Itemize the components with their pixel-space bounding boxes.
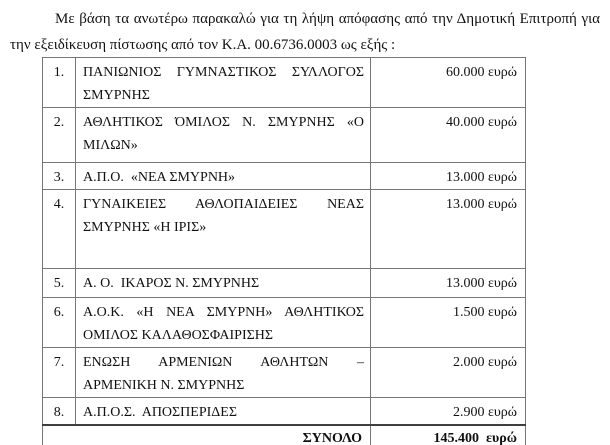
table-row: 7. ΕΝΩΣΗ ΑΡΜΕΝΙΩΝ ΑΘΛΗΤΩΝ – ΑΡΜΕΝΙΚΗ Ν. … xyxy=(42,347,526,398)
total-row: ΣΥΝΟΛΟ 145.400 ευρώ xyxy=(42,424,526,445)
table-row: 4. ΓΥΝΑΙΚΕΙΕΣ ΑΘΛΟΠΑΙΔΕΙΕΣ ΝΕΑΣ ΣΜΥΡΝΗΣ … xyxy=(42,189,526,269)
amount: 60.000 ευρώ xyxy=(370,57,526,108)
amount: 40.000 ευρώ xyxy=(370,107,526,163)
total-label: ΣΥΝΟΛΟ xyxy=(42,424,371,445)
table-row: 2. ΑΘΛΗΤΙΚΟΣ ΌΜΙΛΟΣ Ν. ΣΜΥΡΝΗΣ «Ο ΜΙΛΩΝ»… xyxy=(42,107,526,163)
club-name: ΑΘΛΗΤΙΚΟΣ ΌΜΙΛΟΣ Ν. ΣΜΥΡΝΗΣ «Ο ΜΙΛΩΝ» xyxy=(75,107,371,163)
amount: 13.000 ευρώ xyxy=(370,189,526,269)
row-number: 8. xyxy=(42,397,76,426)
club-name: ΓΥΝΑΙΚΕΙΕΣ ΑΘΛΟΠΑΙΔΕΙΕΣ ΝΕΑΣ ΣΜΥΡΝΗΣ «Η … xyxy=(75,189,371,269)
club-name: Α.Π.Ο.Σ. ΑΠΟΣΠΕΡΙΔΕΣ xyxy=(75,397,371,426)
club-name: ΠΑΝΙΩΝΙΟΣ ΓΥΜΝΑΣΤΙΚΟΣ ΣΥΛΛΟΓΟΣ ΣΜΥΡΝΗΣ xyxy=(75,57,371,108)
amount: 13.000 ευρώ xyxy=(370,162,526,190)
club-name: Α.Π.Ο. «ΝΕΑ ΣΜΥΡΝΗ» xyxy=(75,162,371,190)
table-row: 6. Α.Ο.Κ. «Η ΝΕΑ ΣΜΥΡΝΗ» ΑΘΛΗΤΙΚΟΣ ΟΜΙΛΟ… xyxy=(42,297,526,348)
row-number: 2. xyxy=(42,107,76,163)
club-name: Α. Ο. ΙΚΑΡΟΣ Ν. ΣΜΥΡΝΗΣ xyxy=(75,268,371,298)
intro-paragraph: Με βάση τα ανωτέρω παρακαλώ για τη λήψη … xyxy=(10,11,600,53)
row-number: 5. xyxy=(42,268,76,298)
amount: 13.000 ευρώ xyxy=(370,268,526,298)
club-name: ΕΝΩΣΗ ΑΡΜΕΝΙΩΝ ΑΘΛΗΤΩΝ – ΑΡΜΕΝΙΚΗ Ν. ΣΜΥ… xyxy=(75,347,371,398)
total-amount: 145.400 ευρώ xyxy=(370,424,526,445)
amount: 2.000 ευρώ xyxy=(370,347,526,398)
table-row: 1. ΠΑΝΙΩΝΙΟΣ ΓΥΜΝΑΣΤΙΚΟΣ ΣΥΛΛΟΓΟΣ ΣΜΥΡΝΗ… xyxy=(42,57,526,108)
row-number: 4. xyxy=(42,189,76,269)
table-row: 5. Α. Ο. ΙΚΑΡΟΣ Ν. ΣΜΥΡΝΗΣ 13.000 ευρώ xyxy=(42,268,526,298)
row-number: 7. xyxy=(42,347,76,398)
amount: 2.900 ευρώ xyxy=(370,397,526,426)
club-name: Α.Ο.Κ. «Η ΝΕΑ ΣΜΥΡΝΗ» ΑΘΛΗΤΙΚΟΣ ΟΜΙΛΟΣ Κ… xyxy=(75,297,371,348)
row-number: 6. xyxy=(42,297,76,348)
amount: 1.500 ευρώ xyxy=(370,297,526,348)
row-number: 1. xyxy=(42,57,76,108)
table-row: 8. Α.Π.Ο.Σ. ΑΠΟΣΠΕΡΙΔΕΣ 2.900 ευρώ xyxy=(42,397,526,426)
funding-table: 1. ΠΑΝΙΩΝΙΟΣ ΓΥΜΝΑΣΤΙΚΟΣ ΣΥΛΛΟΓΟΣ ΣΜΥΡΝΗ… xyxy=(42,57,526,445)
table-row: 3. Α.Π.Ο. «ΝΕΑ ΣΜΥΡΝΗ» 13.000 ευρώ xyxy=(42,162,526,190)
row-number: 3. xyxy=(42,162,76,190)
